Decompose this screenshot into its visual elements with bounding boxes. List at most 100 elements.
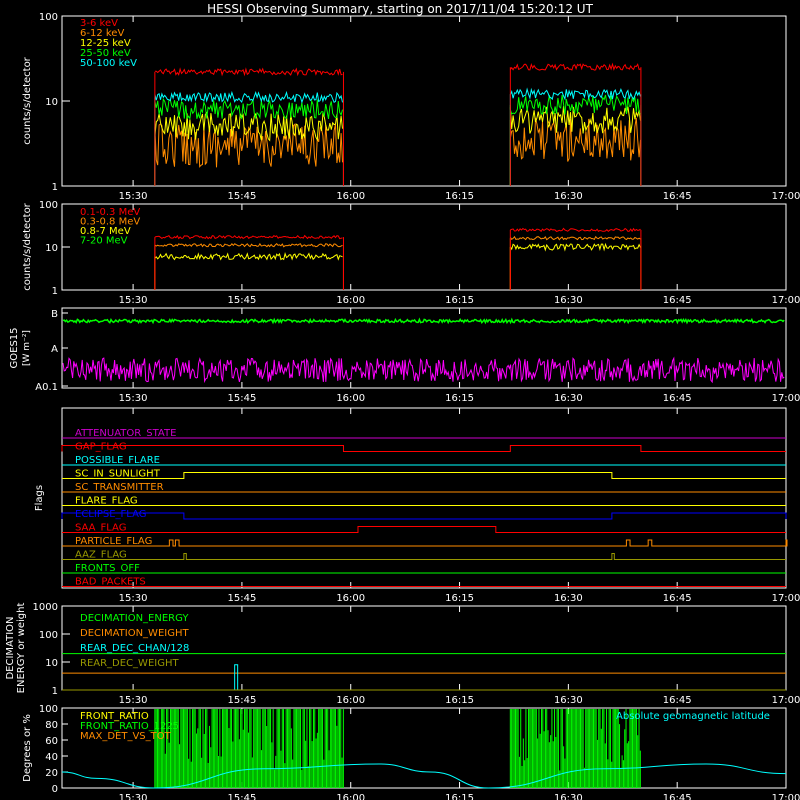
flag-label: SC_IN_SUNLIGHT <box>75 469 161 480</box>
panel4-frame <box>61 407 787 589</box>
series-trace <box>62 317 785 325</box>
series-trace <box>62 356 785 384</box>
flag-fronts-off: FRONTS_OFF <box>62 563 786 574</box>
figure-title: HESSI Observing Summary, starting on 201… <box>207 2 593 16</box>
x-tick-label: 16:15 <box>445 695 474 706</box>
flag-label: FLARE_FLAG <box>75 496 138 507</box>
flag-saa-flag: SAA_FLAG <box>62 523 786 534</box>
series-trace <box>509 62 641 71</box>
flag-trace <box>62 472 786 479</box>
series-trace <box>154 111 343 142</box>
x-tick-label: 17:00 <box>772 593 800 604</box>
x-tick-label: 16:00 <box>336 191 365 202</box>
x-tick-label: 16:15 <box>445 295 474 306</box>
panel5-y-tick-label: 10 <box>45 658 58 669</box>
panel5-y-axis-label: DECIMATION <box>5 616 16 679</box>
series-trace <box>509 87 641 101</box>
series-trace <box>509 235 641 241</box>
x-tick-label: 15:30 <box>119 793 148 800</box>
x-tick-label: 16:15 <box>445 191 474 202</box>
x-tick-label: 16:45 <box>663 793 692 800</box>
x-tick-label: 15:30 <box>119 393 148 404</box>
flag-eclipse-flag: ECLIPSE_FLAG <box>61 509 787 520</box>
x-tick-label: 17:00 <box>772 393 800 404</box>
series-front-ratio-1225 <box>154 709 641 788</box>
panel2-legend-entry: 0.3-0.8 MeV <box>80 217 140 228</box>
x-tick-label: 16:30 <box>554 393 583 404</box>
flag-label: SC_TRANSMITTER <box>75 482 164 493</box>
x-tick-label: 15:45 <box>227 593 256 604</box>
x-tick-label: 16:45 <box>663 695 692 706</box>
flag-sc-transmitter: SC_TRANSMITTER <box>62 482 786 493</box>
flag-label: ECLIPSE_FLAG <box>75 509 146 520</box>
series-trace <box>154 90 343 104</box>
flag-particle-flag: PARTICLE_FLAG <box>62 536 788 547</box>
x-tick-label: 16:30 <box>554 295 583 306</box>
series-trace <box>509 242 641 252</box>
x-tick-label: 15:45 <box>227 393 256 404</box>
x-tick-label: 16:15 <box>445 393 474 404</box>
x-tick-label: 16:45 <box>663 295 692 306</box>
flag-trace <box>62 539 788 547</box>
panel6-y-tick-label: 100 <box>39 704 58 715</box>
flag-possible-flare: POSSIBLE_FLARE <box>62 455 786 466</box>
panel6-legend-entry: FRONT_RATIO <box>80 711 149 722</box>
series-trace <box>154 97 343 120</box>
flag-label: AAZ_FLAG <box>75 550 127 561</box>
x-tick-label: 16:30 <box>554 593 583 604</box>
panel5-legend-entry: DECIMATION_ENERGY <box>80 613 189 624</box>
x-tick-label: 16:45 <box>663 593 692 604</box>
x-tick-label: 16:30 <box>554 695 583 706</box>
flag-label: POSSIBLE_FLARE <box>75 455 160 466</box>
panel5-y-axis-label2: ENERGY or weight <box>16 603 27 694</box>
flag-label: GAP_FLAG <box>75 442 127 453</box>
panel6-legend-entry: FRONT_RATIO_1225 <box>80 721 179 732</box>
x-tick-label: 16:30 <box>554 191 583 202</box>
series-trace <box>154 123 343 168</box>
panel2-y-tick-label: 10 <box>45 243 58 254</box>
panel1-y-tick-label: 10 <box>45 97 58 108</box>
panel6-y-tick-label: 60 <box>45 736 58 747</box>
panel5-legend-entry: REAR_DEC_CHAN/128 <box>80 643 189 654</box>
x-tick-label: 17:00 <box>772 793 800 800</box>
series-trace <box>154 251 343 261</box>
panel6-y-tick-label: 0 <box>52 784 58 795</box>
x-tick-label: 17:00 <box>772 295 800 306</box>
flag-label: PARTICLE_FLAG <box>75 536 152 547</box>
series-trace <box>509 106 641 134</box>
flag-trace <box>62 526 786 533</box>
flag-label: SAA_FLAG <box>75 523 126 534</box>
series-trace <box>154 67 343 77</box>
flag-aaz-flag: AAZ_FLAG <box>62 550 786 561</box>
panel2-y-tick-label: 100 <box>39 200 58 211</box>
flag-bad-packets: BAD_PACKETS <box>62 577 786 588</box>
x-tick-label: 15:45 <box>227 295 256 306</box>
flag-label: ATTENUATOR_STATE <box>75 428 176 439</box>
panel3-y-tick-label: B <box>51 309 58 320</box>
x-tick-label: 15:45 <box>227 695 256 706</box>
x-tick-label: 15:45 <box>227 793 256 800</box>
flag-label: FRONTS_OFF <box>75 563 140 574</box>
x-tick-label: 16:00 <box>336 295 365 306</box>
panel3-y-axis-label: GOES15 <box>9 327 20 368</box>
geomag-latitude-curve <box>61 763 787 789</box>
flag-flare-flag: FLARE_FLAG <box>62 496 786 507</box>
panel1-y-tick-label: 1 <box>52 182 58 193</box>
panel6-frame <box>61 707 787 789</box>
x-tick-label: 15:45 <box>227 191 256 202</box>
panel5-legend-entry: REAR_DEC_WEIGHT <box>80 658 179 669</box>
x-tick-label: 16:30 <box>554 793 583 800</box>
panel1-legend-entry: 25-50 keV <box>80 48 131 59</box>
panel5-legend-entry: DECIMATION_WEIGHT <box>80 628 189 639</box>
panel1-legend-entry: 3-6 keV <box>80 18 118 29</box>
panel1-y-axis-label: counts/s/detector <box>22 56 33 144</box>
series-trace <box>509 117 641 162</box>
x-tick-label: 16:00 <box>336 593 365 604</box>
panel3-y-tick-label: A0.1 <box>35 382 58 393</box>
x-tick-label: 17:00 <box>772 695 800 706</box>
panel5-y-tick-label: 100 <box>39 630 58 641</box>
x-tick-label: 15:30 <box>119 593 148 604</box>
series-0.1-0.3-MeV <box>154 227 642 290</box>
